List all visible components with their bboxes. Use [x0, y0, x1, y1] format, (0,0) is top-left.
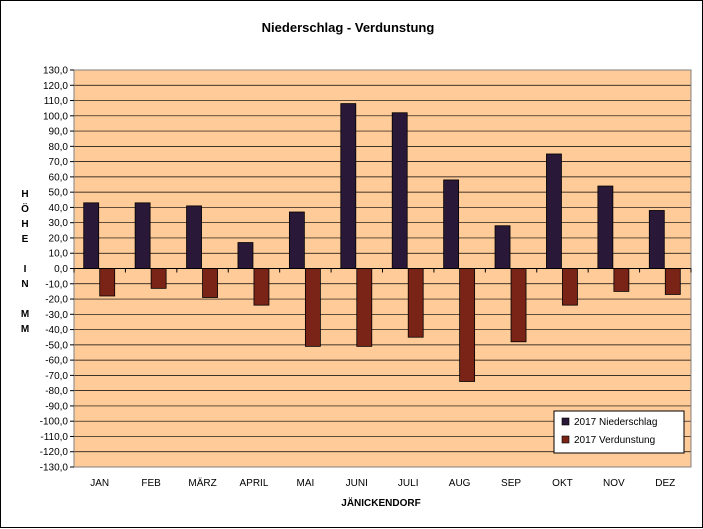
legend-swatch [561, 417, 570, 426]
bar-verdunstung [202, 268, 218, 298]
legend-swatch [561, 435, 570, 444]
y-tick-label: -120,0 [40, 447, 69, 458]
x-tick-label: OKT [552, 478, 573, 489]
x-tick-label: NOV [603, 478, 625, 489]
x-tick-label: SEP [501, 478, 521, 489]
y-tick-label: -110,0 [40, 432, 68, 443]
y-tick-label: -60,0 [45, 356, 68, 367]
bar-verdunstung [99, 268, 116, 297]
x-axis-label: JÄNICKENDORF [341, 496, 420, 509]
y-tick-label: 80,0 [49, 142, 69, 153]
bar-verdunstung [356, 268, 373, 347]
legend-box [553, 410, 685, 454]
y-axis-label-letter: M [21, 324, 29, 335]
y-tick-label: 40,0 [49, 203, 69, 214]
x-tick-label: AUG [449, 478, 471, 489]
bar-niederschlag [340, 103, 357, 269]
y-tick-label: -90,0 [45, 401, 68, 412]
x-tick-label: FEB [141, 478, 161, 489]
y-tick-label: 110,0 [44, 96, 69, 107]
y-axis-label-letter: E [22, 234, 29, 245]
x-tick-label: DEZ [655, 478, 675, 489]
bar-verdunstung [562, 268, 578, 306]
y-tick-label: -40,0 [45, 325, 68, 336]
bar-verdunstung [407, 268, 424, 338]
y-axis-label-letter: H [21, 189, 28, 200]
bar-verdunstung [613, 268, 630, 292]
y-tick-label: 10,0 [49, 249, 69, 260]
y-tick-label: -10,0 [45, 279, 68, 290]
y-tick-label: 60,0 [49, 172, 69, 183]
bar-niederschlag [134, 202, 151, 269]
y-axis-label-letter: M [21, 309, 29, 320]
chart-title: Niederschlag - Verdunstung [262, 20, 435, 35]
y-tick-label: -130,0 [40, 463, 69, 474]
x-tick-label: JUNI [346, 478, 368, 489]
y-tick-label: -30,0 [45, 310, 68, 321]
legend-label: 2017 Niederschlag [574, 417, 657, 428]
y-tick-label: 50,0 [49, 188, 69, 199]
bar-verdunstung [304, 268, 321, 347]
y-axis-label-letter: H [21, 219, 28, 230]
bar-niederschlag [597, 185, 614, 269]
y-tick-label: 90,0 [49, 127, 69, 138]
x-tick-label: MÄRZ [188, 477, 216, 489]
bar-verdunstung [459, 268, 476, 382]
y-tick-label: 130,0 [43, 66, 68, 77]
y-axis-ticks: 130,0 120,0 110,0 100,0 90,0 80,0 70,0 60,0 50,0… [40, 66, 74, 474]
bar-verdunstung [150, 268, 167, 289]
y-axis-label-letter: I [24, 264, 27, 275]
y-axis-label-letter: N [21, 279, 28, 290]
bar-niederschlag [83, 202, 100, 269]
x-tick-label: MAI [296, 478, 314, 489]
bar-niederschlag [288, 211, 305, 269]
bar-niederschlag [237, 242, 254, 269]
y-tick-label: 70,0 [49, 157, 69, 168]
bar-niederschlag [391, 112, 408, 269]
bar-verdunstung [664, 268, 681, 295]
legend-label: 2017 Verdunstung [574, 435, 655, 446]
x-axis-ticks: JAN FEB MÄRZ APRIL MAI JUNI JULI AUG SEP OKT NOV DE… [73, 268, 692, 489]
x-tick-label: APRIL [240, 478, 269, 489]
y-tick-label: 0,0 [54, 264, 68, 275]
legend: 2017 Niederschlag 2017 Verdunstung [553, 410, 685, 454]
x-tick-label: JAN [90, 478, 109, 489]
bar-niederschlag [494, 225, 511, 269]
y-tick-label: -80,0 [45, 386, 68, 397]
y-tick-label: 100,0 [43, 111, 68, 122]
y-tick-label: -50,0 [45, 340, 68, 351]
bar-niederschlag [443, 179, 460, 269]
y-tick-label: -70,0 [45, 371, 68, 382]
y-tick-label: -100,0 [40, 417, 69, 428]
bar-verdunstung [253, 268, 270, 306]
y-axis-label-letter: Ö [21, 202, 29, 215]
bar-niederschlag [546, 153, 562, 269]
y-tick-label: -20,0 [45, 295, 68, 306]
y-tick-label: 20,0 [49, 233, 69, 244]
x-tick-label: JULI [398, 478, 419, 489]
bar-niederschlag [186, 205, 202, 269]
y-tick-label: 120,0 [43, 81, 68, 92]
bar-verdunstung [510, 268, 527, 343]
y-tick-label: 30,0 [49, 218, 69, 229]
bar-niederschlag [648, 210, 665, 269]
